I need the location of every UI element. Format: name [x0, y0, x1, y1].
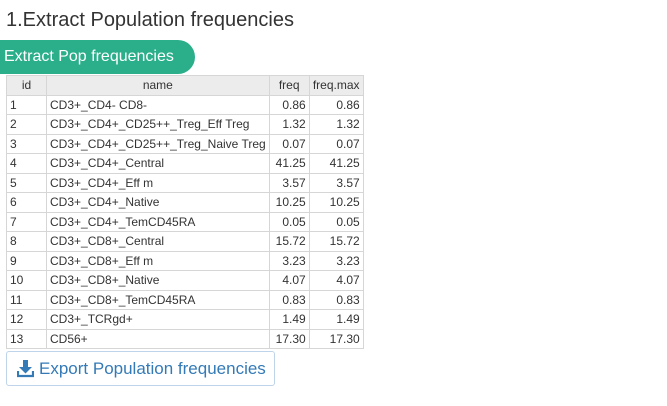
cell-freq: 0.86: [268, 94, 310, 115]
cell-freq: 17.30: [268, 328, 310, 349]
table-row[interactable]: 6 CD3+_CD4+_Native 10.25 10.25: [6, 192, 364, 213]
cell-id: 10: [6, 270, 47, 291]
table-row[interactable]: 3 CD3+_CD4+_CD25++_Treg_Naive Treg 0.07 0.0…: [6, 133, 364, 154]
cell-id: 2: [6, 114, 47, 135]
cell-id: 6: [6, 192, 47, 213]
cell-id: 13: [6, 328, 47, 349]
cell-name: CD3+_CD4+_Eff m: [46, 172, 270, 193]
cell-name: CD3+_CD4- CD8-: [46, 94, 270, 115]
cell-freq-max: 17.30: [308, 328, 364, 349]
cell-name: CD3+_CD8+_Eff m: [46, 250, 270, 271]
cell-name: CD3+_CD8+_Native: [46, 270, 270, 291]
cell-freq-max: 0.05: [308, 211, 364, 232]
cell-freq: 3.23: [268, 250, 310, 271]
column-header-freq[interactable]: freq: [268, 75, 310, 96]
page-title: 1.Extract Population frequencies: [6, 9, 294, 31]
cell-name: CD3+_CD8+_Central: [46, 231, 270, 252]
cell-name: CD3+_CD4+_Native: [46, 192, 270, 213]
cell-freq: 1.49: [268, 309, 310, 330]
cell-id: 4: [6, 153, 47, 174]
cell-freq-max: 0.07: [308, 133, 364, 154]
cell-freq: 15.72: [268, 231, 310, 252]
cell-freq-max: 0.83: [308, 289, 364, 310]
table-row[interactable]: 1 CD3+_CD4- CD8- 0.86 0.86: [6, 94, 364, 115]
cell-freq: 3.57: [268, 172, 310, 193]
cell-name: CD3+_CD4+_CD25++_Treg_Naive Treg: [46, 133, 270, 154]
column-header-id[interactable]: id: [6, 75, 47, 96]
table-row[interactable]: 10 CD3+_CD8+_Native 4.07 4.07: [6, 270, 364, 291]
export-button-label: Export Population frequencies: [39, 358, 266, 378]
cell-freq: 0.05: [268, 211, 310, 232]
cell-freq-max: 15.72: [308, 231, 364, 252]
cell-freq-max: 3.57: [308, 172, 364, 193]
download-icon: [16, 359, 35, 378]
cell-freq-max: 1.32: [308, 114, 364, 135]
cell-freq-max: 41.25: [308, 153, 364, 174]
table-row[interactable]: 12 CD3+_TCRgd+ 1.49 1.49: [6, 309, 364, 330]
cell-freq-max: 0.86: [308, 94, 364, 115]
cell-freq: 1.32: [268, 114, 310, 135]
cell-id: 12: [6, 309, 47, 330]
cell-name: CD3+_CD4+_Central: [46, 153, 270, 174]
cell-id: 1: [6, 94, 47, 115]
cell-freq-max: 4.07: [308, 270, 364, 291]
table-row[interactable]: 5 CD3+_CD4+_Eff m 3.57 3.57: [6, 172, 364, 193]
table-row[interactable]: 2 CD3+_CD4+_CD25++_Treg_Eff Treg 1.32 1.32: [6, 114, 364, 135]
cell-id: 9: [6, 250, 47, 271]
table-row[interactable]: 8 CD3+_CD8+_Central 15.72 15.72: [6, 231, 364, 252]
cell-name: CD3+_CD8+_TemCD45RA: [46, 289, 270, 310]
cell-freq: 0.83: [268, 289, 310, 310]
cell-name: CD3+_CD4+_CD25++_Treg_Eff Treg: [46, 114, 270, 135]
cell-name: CD3+_CD4+_TemCD45RA: [46, 211, 270, 232]
export-population-frequencies-button[interactable]: Export Population frequencies: [6, 351, 275, 386]
cell-id: 7: [6, 211, 47, 232]
table-row[interactable]: 7 CD3+_CD4+_TemCD45RA 0.05 0.05: [6, 211, 364, 232]
table-row[interactable]: 13 CD56+ 17.30 17.30: [6, 328, 364, 349]
cell-freq-max: 1.49: [308, 309, 364, 330]
column-header-name[interactable]: name: [46, 75, 270, 96]
cell-id: 11: [6, 289, 47, 310]
extract-pop-frequencies-button[interactable]: Extract Pop frequencies: [0, 40, 195, 74]
cell-freq: 10.25: [268, 192, 310, 213]
cell-id: 8: [6, 231, 47, 252]
table-row[interactable]: 11 CD3+_CD8+_TemCD45RA 0.83 0.83: [6, 289, 364, 310]
cell-freq: 41.25: [268, 153, 310, 174]
cell-name: CD56+: [46, 328, 270, 349]
cell-id: 3: [6, 133, 47, 154]
column-header-freq-max[interactable]: freq.max: [308, 75, 364, 96]
cell-name: CD3+_TCRgd+: [46, 309, 270, 330]
population-frequencies-table: id name freq freq.max 1 CD3+_CD4- CD8- 0.8…: [6, 75, 364, 349]
cell-freq-max: 10.25: [308, 192, 364, 213]
cell-freq: 0.07: [268, 133, 310, 154]
cell-freq-max: 3.23: [308, 250, 364, 271]
cell-freq: 4.07: [268, 270, 310, 291]
table-row[interactable]: 9 CD3+_CD8+_Eff m 3.23 3.23: [6, 250, 364, 271]
table-header-row: id name freq freq.max: [6, 75, 364, 96]
cell-id: 5: [6, 172, 47, 193]
table-row[interactable]: 4 CD3+_CD4+_Central 41.25 41.25: [6, 153, 364, 174]
